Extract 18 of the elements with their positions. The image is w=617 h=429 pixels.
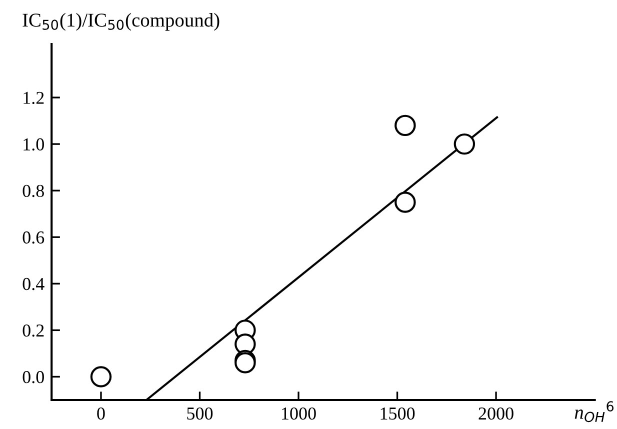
- y-axis-title: IC$_{50}$(1)/IC$_{50}$(compound): [22, 13, 220, 31]
- x-tick-label: 0: [97, 407, 105, 420]
- y-tick-label: 0.4: [22, 278, 44, 290]
- point: [394, 192, 416, 213]
- y-tick-label: 0.6: [22, 231, 44, 244]
- point: [394, 114, 416, 136]
- y-tick-label: 0.2: [22, 324, 44, 337]
- y-tick-label: 0.8: [22, 184, 44, 198]
- y-tick-label: 1.2: [24, 92, 44, 104]
- point: [454, 133, 476, 155]
- x-axis-title: n$_{OH}$$^{6}$: [574, 401, 614, 422]
- x-tick-label: 500: [187, 407, 213, 420]
- y-tick-label: 1.0: [24, 138, 44, 151]
- x-tick-label: 2000: [478, 407, 514, 420]
- x-tick-label: 1000: [282, 407, 316, 420]
- point: [90, 366, 112, 388]
- y-tick-label: 0.0: [22, 370, 44, 384]
- x-tick-label: 1500: [380, 407, 415, 420]
